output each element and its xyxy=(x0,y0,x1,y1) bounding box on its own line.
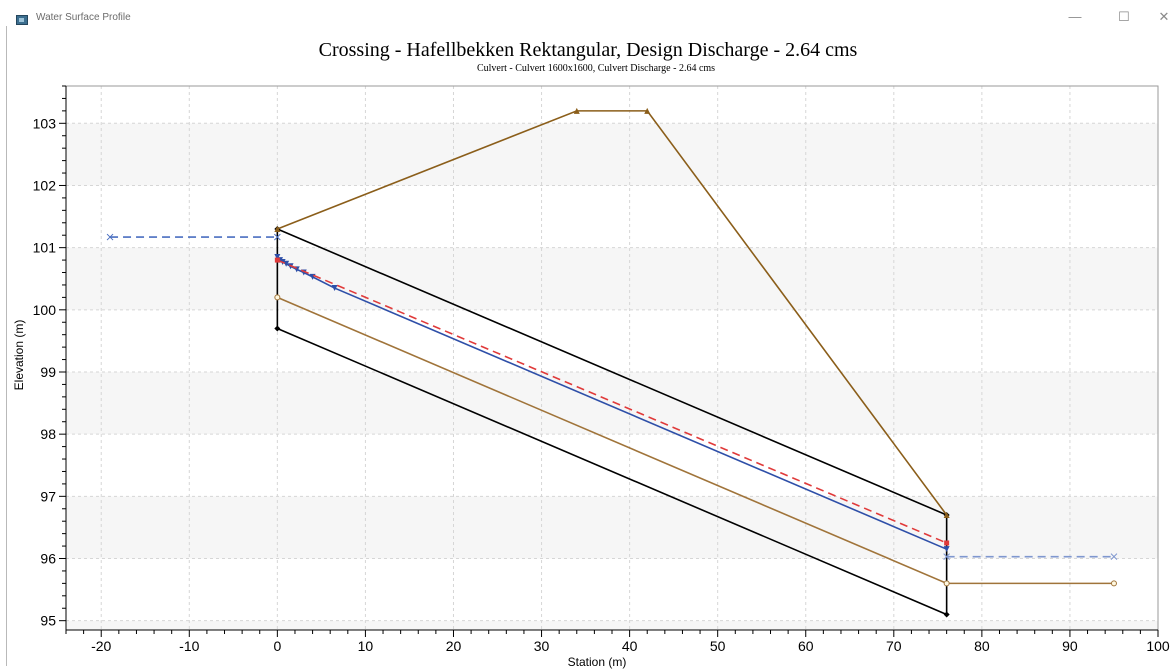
chart-subtitle: Culvert - Culvert 1600x1600, Culvert Dis… xyxy=(477,63,715,74)
data-point-marker xyxy=(274,257,280,263)
background-band xyxy=(66,496,1158,559)
culvert-crown-line xyxy=(277,228,947,516)
app-window-icon xyxy=(16,15,28,25)
x-tick-label: 80 xyxy=(974,638,990,654)
window-titlebar: Water Surface Profile — ☐ ✕ xyxy=(0,0,1176,26)
x-axis-label: Station (m) xyxy=(568,655,627,669)
data-point-marker xyxy=(943,511,950,518)
data-point-marker xyxy=(274,225,281,232)
data-point-marker xyxy=(943,553,950,560)
tailwater-series xyxy=(943,553,1118,560)
roadway-embankment-line xyxy=(277,110,948,516)
x-tick-label: 100 xyxy=(1146,638,1170,654)
culvert-invert-line xyxy=(277,327,947,616)
data-point-marker xyxy=(106,233,114,241)
data-point-marker xyxy=(943,580,950,587)
background-band xyxy=(66,86,1158,124)
x-tick-label: 10 xyxy=(358,638,374,654)
y-tick-label: 95 xyxy=(40,613,56,629)
y-tick-label: 97 xyxy=(40,488,56,504)
background-band xyxy=(66,620,1158,630)
roadway-embankment-series xyxy=(274,107,950,518)
data-point-marker xyxy=(1110,580,1117,587)
data-point-marker xyxy=(274,253,281,260)
x-tick-label: -10 xyxy=(179,638,199,654)
chart-title: Crossing - Hafellbekken Rektangular, Des… xyxy=(319,39,858,61)
data-point-marker xyxy=(944,540,950,546)
series-layer xyxy=(106,107,1118,618)
x-tick-label: 30 xyxy=(534,638,550,654)
y-tick-label: 98 xyxy=(40,426,56,442)
close-button[interactable]: ✕ xyxy=(1158,9,1170,24)
x-tick-label: 40 xyxy=(622,638,638,654)
data-point-marker xyxy=(274,233,281,241)
data-point-marker xyxy=(331,285,338,292)
channel-bottom-series xyxy=(274,294,1117,587)
plot-background-bands xyxy=(66,86,1158,630)
y-tick-label: 99 xyxy=(40,364,56,380)
y-tick-label: 101 xyxy=(33,240,57,256)
window-left-border xyxy=(6,26,7,666)
tick-labels: -20 -10 0 10 20 30 40 50 60 70 80 90 100 95 96 97 98 99 10… xyxy=(33,115,1170,654)
data-point-marker xyxy=(573,107,580,114)
y-tick-label: 102 xyxy=(33,177,57,193)
x-tick-label: 20 xyxy=(446,638,462,654)
maximize-button[interactable]: ☐ xyxy=(1118,9,1130,24)
headwater-series xyxy=(106,233,281,241)
background-band xyxy=(66,558,1158,621)
window-title: Water Surface Profile xyxy=(36,12,131,23)
background-band xyxy=(66,309,1158,372)
y-tick-label: 96 xyxy=(40,551,56,567)
y-tick-label: 103 xyxy=(33,115,57,131)
energy-grade-line-line xyxy=(277,259,947,544)
data-point-marker xyxy=(1110,553,1118,560)
x-tick-label: 70 xyxy=(886,638,902,654)
background-band xyxy=(66,185,1158,248)
energy-grade-line-series xyxy=(274,257,950,546)
background-band xyxy=(66,371,1158,435)
x-tick-label: 90 xyxy=(1062,638,1078,654)
y-axis-label: Elevation (m) xyxy=(12,320,26,391)
x-tick-label: 50 xyxy=(710,638,726,654)
axes xyxy=(59,85,1159,637)
background-band xyxy=(66,247,1158,310)
data-point-marker xyxy=(943,546,950,553)
x-tick-label: 0 xyxy=(273,638,281,654)
x-tick-label: 60 xyxy=(798,638,814,654)
data-point-marker xyxy=(274,294,281,301)
minimize-button[interactable]: — xyxy=(1068,9,1082,24)
y-tick-label: 100 xyxy=(33,302,57,318)
background-band xyxy=(66,434,1158,497)
x-tick-label: -20 xyxy=(91,638,111,654)
background-band xyxy=(66,123,1158,186)
data-point-marker xyxy=(644,107,651,114)
